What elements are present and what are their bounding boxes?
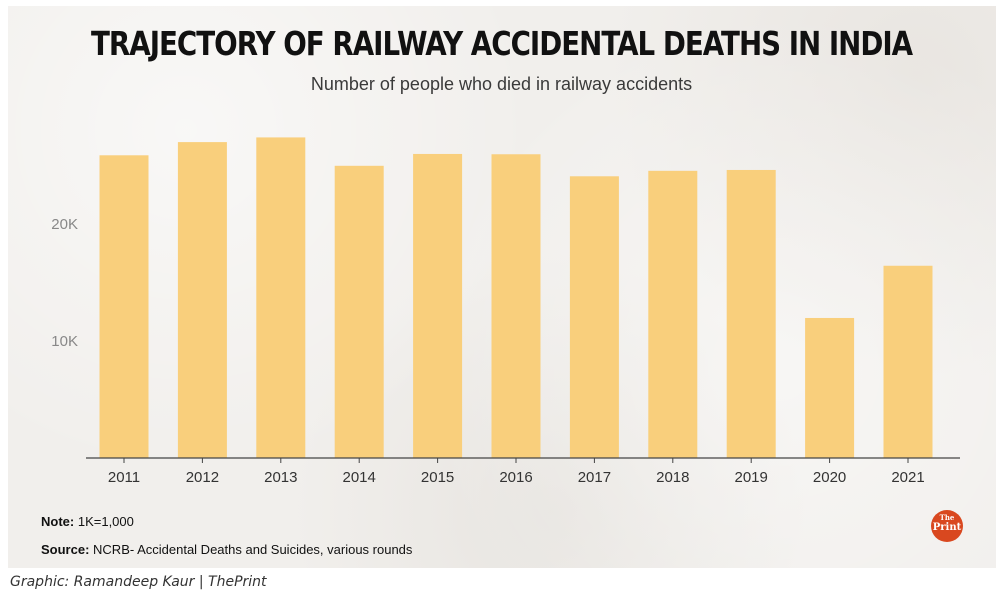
note-label: Note:	[41, 514, 75, 529]
graphic-credit: Graphic: Ramandeep Kaur | ThePrint	[10, 574, 267, 590]
x-tick-label: 2016	[499, 469, 532, 486]
x-tick-label: 2021	[891, 469, 924, 486]
chart-subtitle: Number of people who died in railway acc…	[310, 74, 693, 94]
bar	[805, 317, 855, 458]
source-label: Source:	[41, 542, 90, 557]
bar	[413, 153, 463, 459]
x-tick-label: 2012	[186, 469, 219, 486]
bar	[569, 176, 619, 458]
source: Source: NCRB- Accidental Deaths and Suic…	[41, 542, 412, 557]
x-tick-label: 2019	[735, 469, 768, 486]
bar	[177, 142, 227, 458]
x-tick-label: 2011	[108, 469, 140, 486]
bar	[883, 265, 933, 458]
y-tick-label: 20K	[51, 216, 78, 233]
x-tick-label: 2013	[264, 469, 297, 486]
bar	[256, 137, 306, 459]
theprint-logo: The Print	[931, 510, 963, 542]
bar	[99, 155, 149, 458]
bar	[726, 169, 776, 458]
x-tick-label: 2015	[421, 469, 454, 486]
y-tick-label: 10K	[51, 333, 78, 350]
note-text: 1K=1,000	[77, 514, 134, 529]
note: Note: 1K=1,000	[41, 514, 134, 529]
x-tick-label: 2018	[656, 469, 689, 486]
logo-print-text: Print	[932, 522, 962, 533]
chart-title: TRAJECTORY OF RAILWAY ACCIDENTAL DEATHS …	[91, 24, 913, 63]
x-tick-label: 2020	[813, 469, 846, 486]
bar	[334, 165, 384, 458]
bar	[491, 154, 541, 459]
logo-the-text: The	[939, 513, 955, 522]
source-text: NCRB- Accidental Deaths and Suicides, va…	[93, 542, 413, 557]
bar	[648, 170, 698, 459]
x-tick-label: 2017	[578, 469, 611, 486]
x-tick-label: 2014	[343, 469, 376, 486]
